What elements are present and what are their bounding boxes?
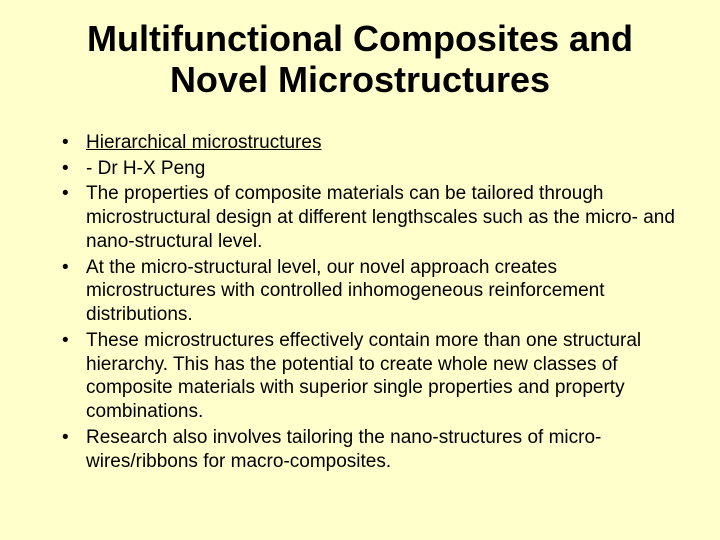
bullet-text: Research also involves tailoring the nan… [86,427,601,472]
slide-title: Multifunctional Composites and Novel Mic… [38,18,682,101]
bullet-item: The properties of composite materials ca… [58,182,682,253]
bullet-item: Hierarchical microstructures [58,131,682,155]
bullet-text: At the micro-structural level, our novel… [86,257,605,326]
bullet-item: - Dr H-X Peng [58,157,682,181]
bullet-text: - Dr H-X Peng [86,158,205,179]
bullet-item: These microstructures effectively contai… [58,329,682,424]
bullet-text: These microstructures effectively contai… [86,330,641,422]
bullet-item: Research also involves tailoring the nan… [58,426,682,474]
bullet-list: Hierarchical microstructures - Dr H-X Pe… [58,131,682,474]
bullet-text: Hierarchical microstructures [86,132,321,153]
bullet-text: The properties of composite materials ca… [86,183,675,252]
slide-container: Multifunctional Composites and Novel Mic… [0,0,720,540]
slide-content: Hierarchical microstructures - Dr H-X Pe… [38,131,682,474]
bullet-item: At the micro-structural level, our novel… [58,256,682,327]
